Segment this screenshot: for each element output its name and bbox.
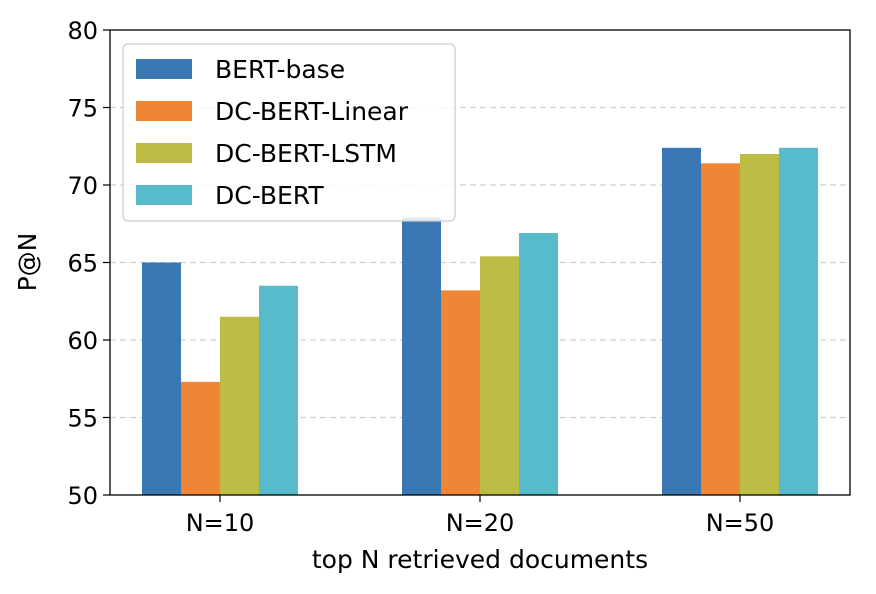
bar-bert-base-n50 bbox=[662, 147, 701, 496]
legend-label: DC-BERT-Linear bbox=[215, 97, 409, 126]
legend-swatch bbox=[136, 59, 192, 79]
y-tick-label: 65 bbox=[67, 250, 98, 278]
y-axis-label: P@N bbox=[13, 233, 42, 292]
legend: BERT-base DC-BERT-Linear DC-BERT-LSTM DC-BE… bbox=[122, 43, 456, 222]
bar-dc-bert-lstm-n50 bbox=[740, 154, 779, 495]
bar-dc-bert-n20 bbox=[519, 233, 558, 496]
legend-box bbox=[122, 43, 456, 222]
x-tick-label: N=50 bbox=[706, 509, 775, 537]
legend-swatch bbox=[136, 185, 192, 205]
y-tick-label: 50 bbox=[67, 482, 98, 510]
legend-label: DC-BERT-LSTM bbox=[215, 139, 397, 168]
bar-dc-bert-n50 bbox=[779, 147, 818, 496]
legend-label: DC-BERT bbox=[215, 181, 324, 210]
bar-dc-bert-linear-n50 bbox=[701, 163, 740, 496]
y-tick-label: 80 bbox=[67, 17, 98, 45]
x-axis-label: top N retrieved documents bbox=[312, 545, 648, 574]
bar-dc-bert-linear-n10 bbox=[181, 381, 220, 495]
y-tick-label: 75 bbox=[67, 95, 98, 123]
legend-swatch bbox=[136, 143, 192, 163]
bars-group bbox=[142, 147, 818, 496]
y-axis-ticks: 50 55 60 65 70 75 80 bbox=[67, 17, 110, 510]
y-tick-label: 55 bbox=[67, 405, 98, 433]
y-tick-label: 70 bbox=[67, 172, 98, 200]
bar-dc-bert-lstm-n10 bbox=[220, 316, 259, 495]
bar-dc-bert-lstm-n20 bbox=[480, 256, 519, 495]
x-tick-label: N=10 bbox=[186, 509, 255, 537]
x-axis-ticks: N=10 N=20 N=50 bbox=[186, 495, 775, 537]
bar-dc-bert-linear-n20 bbox=[441, 290, 480, 495]
y-tick-label: 60 bbox=[67, 327, 98, 355]
bar-bert-base-n20 bbox=[402, 217, 441, 496]
bar-dc-bert-n10 bbox=[259, 285, 298, 495]
legend-label: BERT-base bbox=[215, 55, 345, 84]
x-tick-label: N=20 bbox=[446, 509, 515, 537]
legend-swatch bbox=[136, 101, 192, 121]
bar-bert-base-n10 bbox=[142, 262, 181, 495]
